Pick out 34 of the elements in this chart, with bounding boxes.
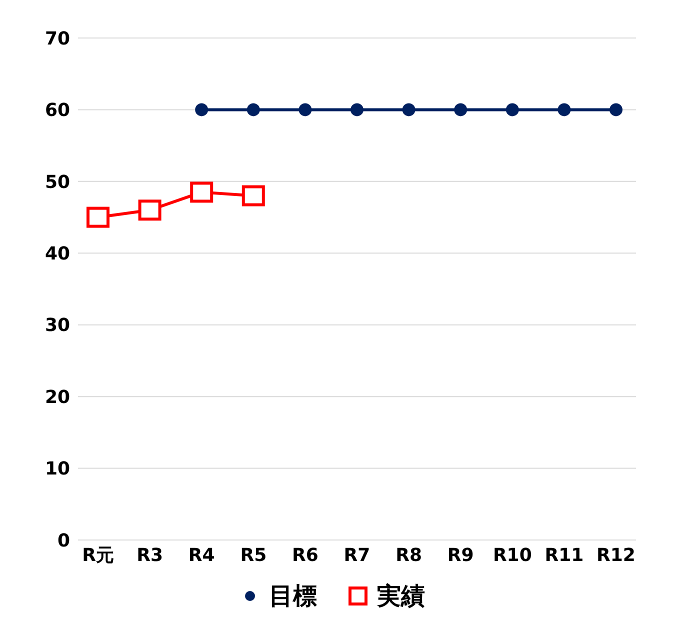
point bbox=[402, 103, 416, 116]
point bbox=[610, 103, 622, 116]
x-tick-label: R8 bbox=[396, 544, 422, 566]
point bbox=[246, 103, 260, 116]
y-tick-label: 10 bbox=[44, 458, 70, 480]
x-tick-label: R11 bbox=[544, 544, 584, 566]
x-tick-label: R元 bbox=[82, 544, 114, 566]
x-tick-label: R12 bbox=[596, 544, 636, 566]
x-tick-label: R6 bbox=[292, 544, 318, 566]
y-tick-label: 40 bbox=[44, 244, 70, 265]
y-tick-label: 70 bbox=[44, 28, 70, 50]
point bbox=[138, 200, 162, 221]
point bbox=[350, 103, 364, 116]
point bbox=[454, 103, 468, 116]
y-tick-label: 50 bbox=[44, 172, 70, 193]
x-tick-label: R3 bbox=[136, 544, 163, 566]
y-tick-label: 60 bbox=[44, 100, 70, 122]
point bbox=[86, 206, 110, 228]
x-tick-label: R4 bbox=[188, 544, 215, 566]
point bbox=[242, 185, 265, 206]
x-tick-label: R7 bbox=[344, 544, 370, 566]
point bbox=[195, 103, 208, 116]
x-tick-label: R5 bbox=[240, 544, 267, 566]
legend-label: 実績 bbox=[377, 581, 425, 612]
point bbox=[190, 182, 214, 203]
y-tick-label: 30 bbox=[44, 315, 70, 336]
legend-label: 目標 bbox=[269, 581, 317, 612]
x-tick-label: R9 bbox=[447, 544, 474, 566]
y-tick-label: 20 bbox=[44, 386, 70, 408]
x-tick-label: R10 bbox=[492, 544, 532, 566]
point bbox=[506, 103, 519, 116]
point bbox=[558, 103, 571, 116]
point bbox=[298, 103, 312, 116]
y-tick-label: 0 bbox=[57, 530, 70, 552]
